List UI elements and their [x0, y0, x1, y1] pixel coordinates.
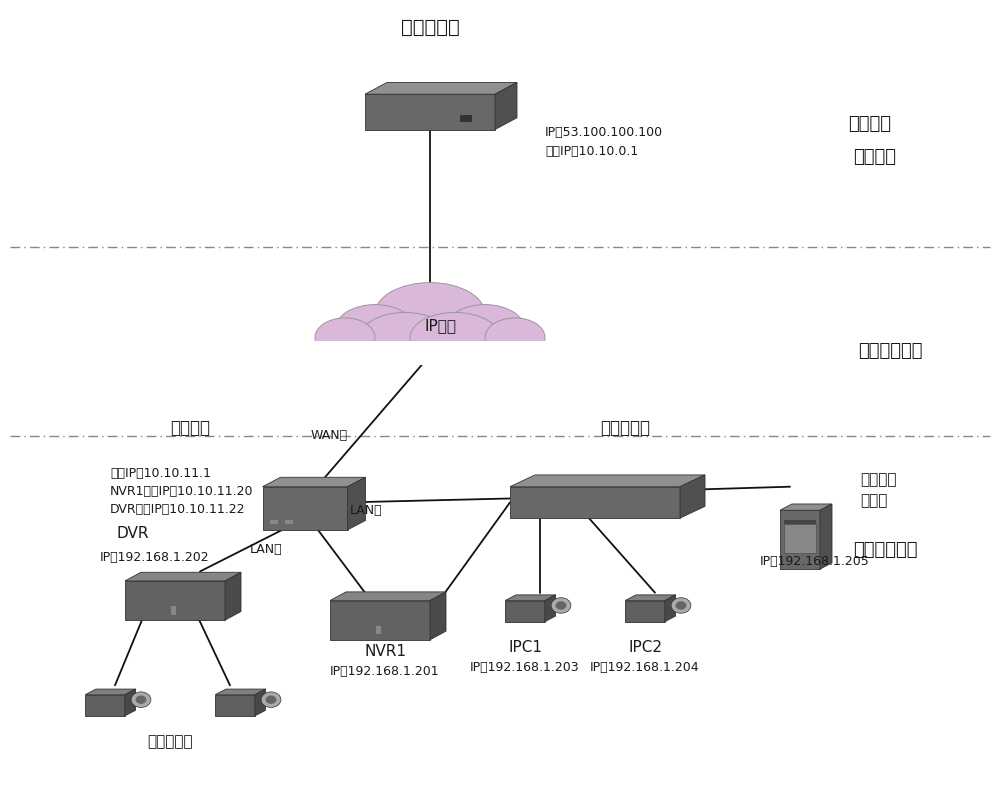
Text: IP：192.168.1.201: IP：192.168.1.201	[330, 665, 440, 677]
Polygon shape	[365, 82, 517, 94]
Circle shape	[131, 692, 151, 707]
Polygon shape	[780, 504, 832, 510]
Polygon shape	[680, 475, 705, 518]
Bar	[310, 341, 550, 365]
Polygon shape	[625, 601, 665, 622]
Circle shape	[556, 601, 566, 610]
Bar	[285, 520, 293, 524]
Polygon shape	[505, 595, 556, 601]
Polygon shape	[215, 689, 266, 695]
Polygon shape	[430, 592, 446, 640]
Text: 接入服务器: 接入服务器	[401, 18, 459, 37]
Bar	[784, 524, 816, 553]
Text: LAN口: LAN口	[350, 504, 383, 517]
Polygon shape	[665, 595, 676, 622]
Text: IP网络: IP网络	[424, 318, 456, 334]
Text: 社会资源网络: 社会资源网络	[853, 541, 917, 558]
Polygon shape	[510, 487, 680, 518]
Polygon shape	[125, 581, 225, 620]
Bar	[270, 520, 278, 524]
Text: DVR: DVR	[117, 526, 150, 542]
Text: IPC1: IPC1	[508, 640, 542, 655]
Bar	[784, 520, 816, 524]
Circle shape	[136, 696, 146, 704]
Text: IP：192.168.1.203: IP：192.168.1.203	[470, 661, 580, 674]
Polygon shape	[262, 487, 348, 530]
Ellipse shape	[410, 312, 500, 363]
Text: IP：192.168.1.204: IP：192.168.1.204	[590, 661, 700, 674]
Polygon shape	[348, 477, 366, 530]
Text: 模拟摄像机: 模拟摄像机	[147, 734, 193, 750]
Text: 接入网关: 接入网关	[170, 419, 210, 436]
Polygon shape	[780, 510, 820, 569]
Bar	[170, 605, 176, 615]
Text: 社会资源网络: 社会资源网络	[858, 342, 922, 360]
Text: 公共平台: 公共平台	[848, 115, 892, 133]
Text: 公共平台: 公共平台	[854, 148, 896, 166]
Bar	[460, 115, 472, 122]
Polygon shape	[85, 695, 125, 716]
Ellipse shape	[485, 318, 545, 357]
Polygon shape	[215, 695, 255, 716]
Polygon shape	[330, 592, 446, 601]
Circle shape	[266, 696, 276, 704]
Circle shape	[676, 601, 686, 610]
Polygon shape	[125, 689, 136, 716]
Text: 二层交换机: 二层交换机	[600, 419, 650, 436]
Bar	[375, 625, 381, 634]
Polygon shape	[225, 572, 241, 620]
Ellipse shape	[360, 312, 450, 363]
Polygon shape	[262, 477, 366, 487]
Circle shape	[261, 692, 281, 707]
Polygon shape	[495, 82, 517, 130]
Text: IP：53.100.100.100
虚拟IP：10.10.0.1: IP：53.100.100.100 虚拟IP：10.10.0.1	[545, 126, 663, 158]
Polygon shape	[625, 595, 676, 601]
Polygon shape	[330, 601, 430, 640]
Polygon shape	[365, 94, 495, 130]
Text: IP：192.168.1.205: IP：192.168.1.205	[760, 555, 870, 568]
Text: 视频监控
客户端: 视频监控 客户端	[860, 473, 897, 509]
Polygon shape	[545, 595, 556, 622]
Text: IPC2: IPC2	[628, 640, 662, 655]
Ellipse shape	[335, 305, 415, 355]
Ellipse shape	[375, 283, 485, 345]
Polygon shape	[85, 689, 136, 695]
Polygon shape	[820, 504, 832, 569]
Text: LAN口: LAN口	[250, 543, 283, 556]
Text: IP：192.168.1.202: IP：192.168.1.202	[100, 551, 210, 564]
Text: NVR1: NVR1	[364, 644, 406, 659]
Polygon shape	[505, 601, 545, 622]
Polygon shape	[510, 475, 705, 487]
Circle shape	[551, 597, 571, 613]
Ellipse shape	[445, 305, 525, 355]
Polygon shape	[125, 572, 241, 581]
Text: 虚拟IP：10.10.11.1
NVR1虚拟IP：10.10.11.20
DVR虚拟IP：10.10.11.22: 虚拟IP：10.10.11.1 NVR1虚拟IP：10.10.11.20 DVR…	[110, 467, 254, 516]
Text: WAN口: WAN口	[311, 429, 348, 442]
Polygon shape	[255, 689, 266, 716]
Ellipse shape	[315, 318, 375, 357]
Circle shape	[671, 597, 691, 613]
